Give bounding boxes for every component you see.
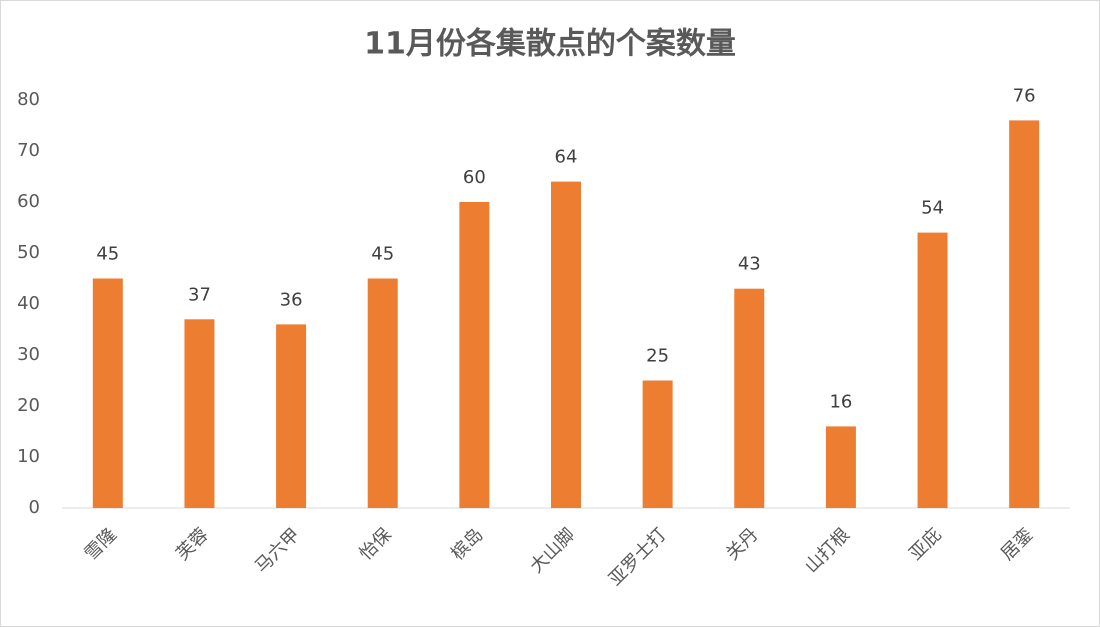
y-tick-label: 50 (17, 242, 40, 263)
data-label: 16 (829, 391, 852, 412)
bar (276, 324, 307, 508)
bar (367, 278, 398, 508)
y-tick-label: 0 (29, 497, 40, 518)
chart-title: 11月份各集散点的个案数量 (364, 27, 736, 62)
data-label: 54 (921, 198, 944, 219)
bar (551, 181, 581, 508)
y-tick-label: 40 (17, 293, 40, 314)
y-tick-label: 20 (17, 395, 40, 416)
data-label: 64 (555, 147, 578, 168)
y-tick-label: 70 (17, 140, 40, 161)
bar (92, 278, 123, 508)
bar (917, 232, 948, 508)
data-label: 45 (96, 244, 119, 265)
data-label: 45 (371, 244, 394, 265)
bar (1009, 120, 1040, 509)
data-label: 76 (1013, 85, 1036, 106)
data-label: 36 (280, 289, 303, 310)
y-tick-label: 80 (17, 89, 40, 110)
bar (459, 202, 490, 508)
data-label: 37 (188, 284, 211, 305)
y-tick-label: 10 (17, 446, 40, 467)
bar (734, 288, 765, 508)
bar (642, 380, 673, 508)
bar (184, 319, 215, 508)
bar (825, 426, 856, 508)
data-label: 60 (463, 167, 486, 188)
y-tick-label: 30 (17, 344, 40, 365)
data-label: 43 (738, 254, 761, 275)
y-tick-label: 60 (17, 191, 40, 212)
data-label: 25 (646, 346, 669, 367)
